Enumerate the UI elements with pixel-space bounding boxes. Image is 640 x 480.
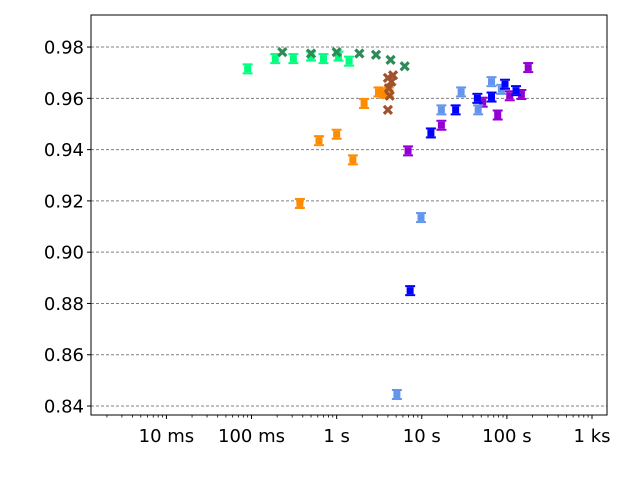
data-point [242, 63, 253, 75]
y-tick-label: 0.86 [44, 345, 84, 366]
x-tick-label: 10 ms [139, 426, 195, 447]
data-point [382, 72, 394, 83]
x-tick-label: 100 s [482, 426, 531, 447]
data-point [387, 70, 399, 81]
x-tick-label: 1 ks [574, 426, 611, 447]
data-point [384, 90, 395, 101]
data-point [472, 92, 483, 104]
data-point [486, 76, 497, 88]
data-point [294, 197, 305, 209]
y-axis: 0.84 0.86 0.88 0.90 0.92 0.94 0.96 0.98 [44, 38, 91, 418]
data-point [370, 49, 382, 60]
data-point [359, 97, 370, 109]
data-point [403, 145, 414, 157]
data-point [288, 53, 299, 65]
x-axis: 10 ms 100 ms 1 s 10 s 100 s 1 ks [106, 415, 611, 447]
data-point [331, 47, 342, 58]
y-tick-label: 0.92 [44, 191, 84, 212]
data-point [486, 91, 497, 103]
y-tick-label: 0.96 [44, 89, 84, 110]
data-point [523, 62, 534, 74]
data-point [405, 285, 416, 297]
data-point [416, 212, 427, 224]
data-point [436, 119, 447, 131]
data-point [425, 127, 436, 139]
data-point [385, 54, 396, 66]
data-point [499, 78, 510, 90]
data-point [354, 48, 365, 59]
data-point [383, 82, 394, 94]
data-points [242, 47, 534, 400]
data-point [313, 135, 324, 147]
data-point [344, 55, 355, 67]
x-tick-label: 1 s [323, 426, 350, 447]
data-point [318, 53, 329, 65]
data-point [391, 388, 402, 400]
y-tick-label: 0.94 [44, 140, 84, 161]
y-tick-label: 0.84 [44, 397, 84, 418]
data-point [511, 85, 522, 97]
x-tick-label: 100 ms [218, 426, 285, 447]
grid-lines [91, 46, 607, 407]
data-point [436, 104, 447, 116]
plot-frame [90, 14, 608, 416]
x-tick-label: 10 s [403, 426, 441, 447]
y-tick-label: 0.90 [44, 243, 84, 264]
data-point [450, 104, 461, 116]
data-point [347, 154, 358, 166]
data-point [382, 104, 394, 116]
data-point [305, 48, 317, 59]
data-point [492, 109, 503, 121]
data-point [331, 128, 342, 140]
y-tick-label: 0.88 [44, 294, 84, 315]
data-point [456, 86, 467, 98]
data-point [399, 61, 410, 72]
data-point [277, 47, 288, 58]
y-tick-label: 0.98 [44, 38, 84, 59]
data-point [473, 104, 484, 116]
